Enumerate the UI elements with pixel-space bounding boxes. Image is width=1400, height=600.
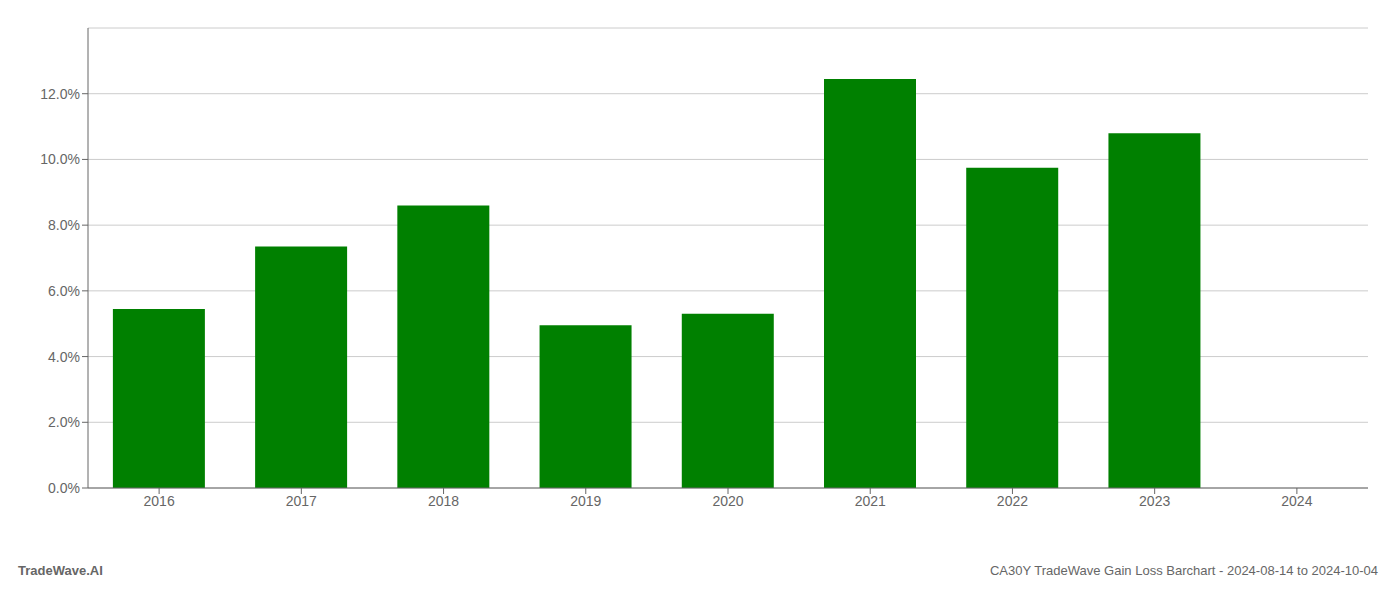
svg-text:12.0%: 12.0% [40,86,80,102]
svg-text:4.0%: 4.0% [48,349,80,365]
svg-text:6.0%: 6.0% [48,283,80,299]
svg-text:8.0%: 8.0% [48,217,80,233]
svg-text:2022: 2022 [997,493,1028,509]
html-text:CA30Y TradeWave Gain Loss Barc: CA30Y TradeWave Gain Loss Barchart - 202… [989,563,1378,578]
svg-text:2018: 2018 [428,493,459,509]
svg-text:2019: 2019 [570,493,601,509]
svg-text:10.0%: 10.0% [40,151,80,167]
svg-text:2016: 2016 [144,493,175,509]
svg-text:2024: 2024 [1281,493,1312,509]
svg-text:2023: 2023 [1139,493,1170,509]
svg-text:0.0%: 0.0% [48,480,80,496]
svg-text:2.0%: 2.0% [48,414,80,430]
html-text:TradeWave.AI: TradeWave.AI [18,563,103,578]
svg-text:2017: 2017 [286,493,317,509]
svg-text:2021: 2021 [855,493,886,509]
svg-text:2020: 2020 [712,493,743,509]
